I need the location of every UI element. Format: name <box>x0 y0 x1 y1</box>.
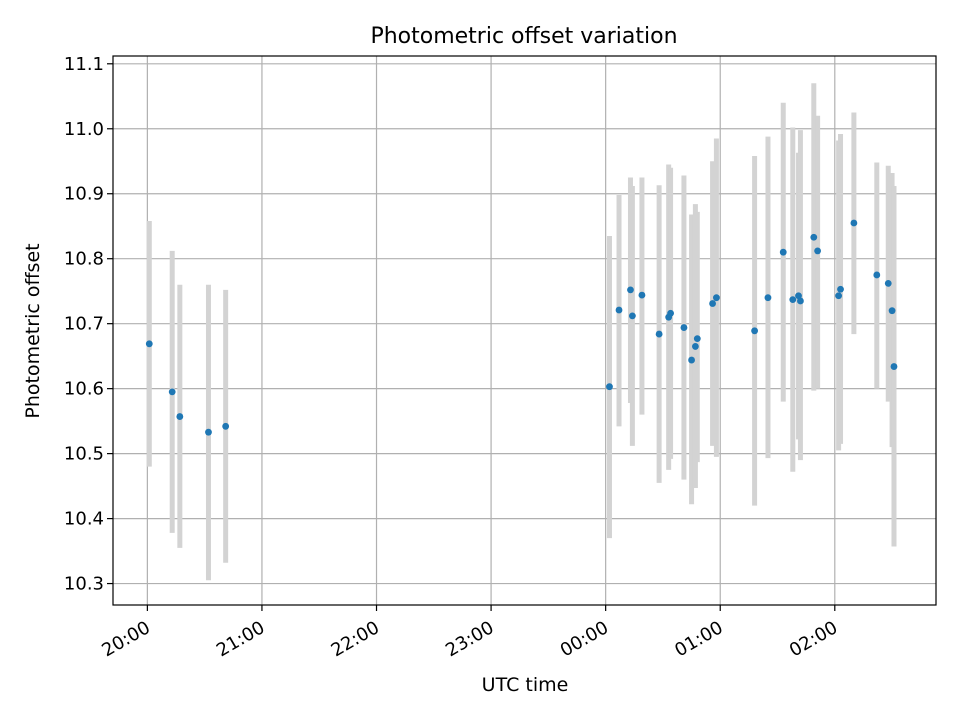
y-tick-label: 10.6 <box>64 379 104 400</box>
data-point <box>810 233 818 241</box>
data-point <box>888 307 896 315</box>
data-point <box>205 428 212 436</box>
y-axis-label: Photometric offset <box>22 243 44 418</box>
data-point <box>692 343 699 350</box>
data-point <box>764 294 772 302</box>
data-point <box>693 335 701 343</box>
data-point <box>628 312 636 320</box>
data-point <box>795 292 802 300</box>
data-point <box>145 340 153 348</box>
data-point <box>890 363 898 370</box>
data-point <box>222 422 230 430</box>
data-point <box>667 309 674 317</box>
data-point <box>627 286 634 294</box>
data-point <box>837 285 844 293</box>
data-points <box>145 219 898 436</box>
data-point <box>779 248 787 256</box>
data-point <box>709 300 716 307</box>
data-point <box>814 247 822 255</box>
data-point <box>606 383 613 391</box>
data-point <box>797 297 804 305</box>
data-point <box>751 327 758 335</box>
data-point <box>884 279 892 287</box>
data-point <box>873 271 881 279</box>
y-axis-ticks: 10.3 10.4 10.5 10.6 10.7 10.8 10.9 11.0 11.1 <box>64 54 113 595</box>
data-point <box>638 291 646 299</box>
y-tick-label: 10.7 <box>64 314 104 335</box>
plot-frame <box>112 55 937 606</box>
data-point <box>176 413 184 420</box>
data-point <box>713 294 720 302</box>
data-point <box>789 296 797 304</box>
y-tick-label: 10.8 <box>64 249 104 270</box>
y-tick-label: 10.9 <box>64 184 104 205</box>
y-tick-label: 11.1 <box>64 54 104 75</box>
data-point <box>850 219 858 227</box>
y-tick-label: 11.0 <box>64 119 104 140</box>
data-point <box>680 324 688 331</box>
data-point <box>835 292 843 300</box>
data-point <box>655 330 663 338</box>
y-tick-label: 10.4 <box>64 509 104 530</box>
data-point <box>615 306 623 314</box>
y-tick-label: 10.3 <box>64 574 104 595</box>
data-point <box>168 388 176 396</box>
chart-title: Photometric offset variation <box>370 24 677 49</box>
y-tick-label: 10.5 <box>64 444 104 465</box>
x-axis-label: UTC time <box>482 674 569 696</box>
data-point <box>688 356 695 364</box>
